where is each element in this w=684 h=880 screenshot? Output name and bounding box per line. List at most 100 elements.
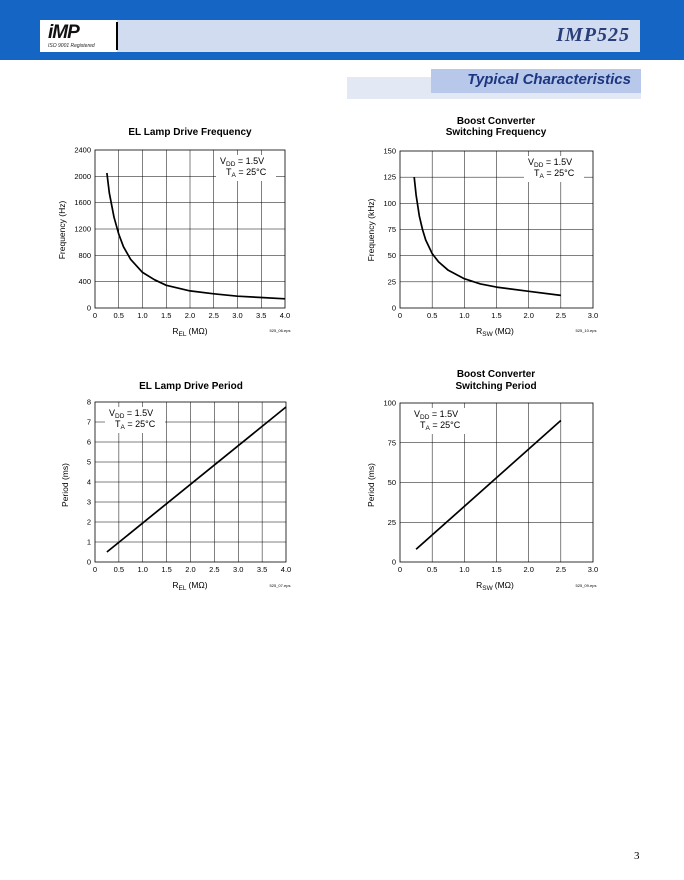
- x-tick-label: 2.5: [209, 565, 219, 574]
- x-tick-label: 1.0: [137, 311, 147, 320]
- y-tick-label: 100: [383, 199, 396, 208]
- x-tick-label: 1.5: [491, 311, 501, 320]
- annotation-ta: TA = 25°C: [115, 419, 156, 431]
- tick-labels: 0 0.5 1.0 1.5 2.0 2.5 3.0 3.5 4.0 0 1 2 3 4 5 6 7 8 VDD = …: [87, 398, 291, 575]
- header-blue-left: [0, 0, 40, 60]
- y-tick-label: 800: [78, 251, 91, 260]
- y-tick-label: 8: [87, 398, 91, 407]
- annotation-vdd: VDD = 1.5V: [109, 408, 153, 420]
- chart-title: Boost Converter: [457, 116, 535, 127]
- x-axis-label: RSW (MΩ): [476, 580, 514, 592]
- x-tick-label: 1.5: [161, 565, 171, 574]
- annotation-vdd: VDD = 1.5V: [220, 156, 264, 168]
- data-series: [106, 406, 287, 553]
- series-line: [106, 172, 286, 300]
- x-tick-label: 3.0: [588, 565, 598, 574]
- x-tick-label: 0: [93, 311, 97, 320]
- y-axis-label: Period (ms): [60, 463, 70, 507]
- chart-title: EL Lamp Drive Period: [139, 381, 243, 392]
- x-tick-label: 0.5: [114, 565, 124, 574]
- y-axis-label: Frequency (Hz): [57, 201, 67, 260]
- x-tick-label: 2.0: [185, 311, 195, 320]
- x-tick-label: 1.5: [161, 311, 171, 320]
- y-tick-label: 1: [87, 538, 91, 547]
- y-tick-label: 4: [87, 478, 91, 487]
- header-band: [0, 0, 684, 60]
- series-line: [106, 406, 287, 553]
- section-tab: [431, 69, 641, 93]
- x-tick-label: 3.0: [588, 311, 598, 320]
- y-tick-label: 2400: [74, 146, 91, 155]
- y-tick-label: 125: [383, 173, 396, 182]
- header-blue-right: [640, 0, 684, 60]
- y-axis-label: Frequency (kHz): [366, 198, 376, 261]
- chart-title: Boost Converter: [457, 369, 535, 380]
- y-tick-label: 2: [87, 518, 91, 527]
- logo-wordmark: iMP: [48, 22, 80, 43]
- x-tick-label: 2.0: [523, 565, 533, 574]
- x-tick-label: 3.5: [257, 565, 267, 574]
- tick-labels: 0 0.5 1.0 1.5 2.0 2.5 3.0 0 25 50 75 100 VDD = 1.5VT…: [383, 399, 598, 575]
- x-tick-label: 0: [398, 565, 402, 574]
- series-line: [413, 177, 561, 297]
- chart-el-lamp-drive-frequency: EL Lamp Drive Frequency 0 0.5 1.0 1.5 2.0 2.5…: [57, 127, 291, 338]
- y-tick-label: 25: [388, 277, 396, 286]
- x-axis-label: REL (MΩ): [172, 580, 207, 592]
- series-line: [415, 419, 562, 550]
- x-tick-label: 4.0: [280, 311, 290, 320]
- x-tick-label: 2.5: [209, 311, 219, 320]
- x-tick-label: 0.5: [114, 311, 124, 320]
- y-tick-label: 0: [392, 304, 396, 313]
- x-tick-label: 0: [93, 565, 97, 574]
- y-tick-label: 0: [87, 304, 91, 313]
- company-logo: iMP ISO 9001 Registered: [40, 20, 116, 52]
- data-series: [415, 419, 562, 550]
- chart-title-line2: Switching Frequency: [446, 127, 547, 138]
- y-tick-label: 150: [383, 147, 396, 156]
- y-tick-label: 6: [87, 438, 91, 447]
- y-tick-label: 2000: [74, 172, 91, 181]
- y-tick-label: 0: [392, 558, 396, 567]
- y-tick-label: 1600: [74, 198, 91, 207]
- document-title: IMP525: [556, 24, 630, 46]
- logo-tagline: ISO 9001 Registered: [48, 43, 95, 49]
- logo-divider: [116, 22, 118, 50]
- annotation-ta: TA = 25°C: [226, 167, 267, 179]
- y-tick-label: 5: [87, 458, 91, 467]
- figure-filename: 525_06.eps: [270, 328, 291, 333]
- figure-filename: 525_10.eps: [576, 328, 597, 333]
- x-tick-label: 0: [398, 311, 402, 320]
- x-tick-label: 1.0: [459, 565, 469, 574]
- annotation-vdd: VDD = 1.5V: [414, 409, 458, 421]
- data-series: [413, 177, 561, 297]
- figure-filename: 525_07.eps: [270, 583, 291, 588]
- tick-labels: 0 0.5 1.0 1.5 2.0 2.5 3.0 3.5 4.0 0 400 800 1200 1600…: [74, 146, 290, 321]
- chart-title: EL Lamp Drive Frequency: [128, 127, 252, 138]
- chart-title-line2: Switching Period: [455, 381, 536, 392]
- y-tick-label: 1200: [74, 225, 91, 234]
- x-tick-label: 4.0: [281, 565, 291, 574]
- header-blue-bottom: [0, 52, 684, 60]
- y-tick-label: 75: [388, 438, 396, 447]
- chart-boost-converter-switching-period: Boost Converter Switching Period 0 0.5 1.0…: [366, 369, 598, 592]
- x-tick-label: 0.5: [427, 311, 437, 320]
- annotation-ta: TA = 25°C: [420, 420, 461, 432]
- annotation-background: [524, 156, 584, 182]
- annotation-background: [410, 408, 470, 434]
- header-blue-top: [0, 0, 684, 20]
- y-tick-label: 50: [388, 251, 396, 260]
- x-tick-label: 1.5: [491, 565, 501, 574]
- x-tick-label: 3.0: [232, 311, 242, 320]
- y-tick-label: 0: [87, 558, 91, 567]
- section-heading-strip: Typical Characteristics: [347, 69, 641, 99]
- figure-filename: 525_09.eps: [576, 583, 597, 588]
- y-tick-label: 25: [388, 518, 396, 527]
- page-number: 3: [634, 850, 640, 862]
- annotation-vdd: VDD = 1.5V: [528, 157, 572, 169]
- x-tick-label: 2.0: [185, 565, 195, 574]
- x-tick-label: 3.5: [256, 311, 266, 320]
- y-tick-label: 75: [388, 225, 396, 234]
- x-axis-label: REL (MΩ): [172, 326, 207, 338]
- chart-boost-converter-switching-frequency: Boost Converter Switching Frequency 0 0.5…: [366, 116, 598, 338]
- tick-labels: 0 0.5 1.0 1.5 2.0 2.5 3.0 0 25 50 75 100 125 150 VDD =…: [383, 147, 598, 321]
